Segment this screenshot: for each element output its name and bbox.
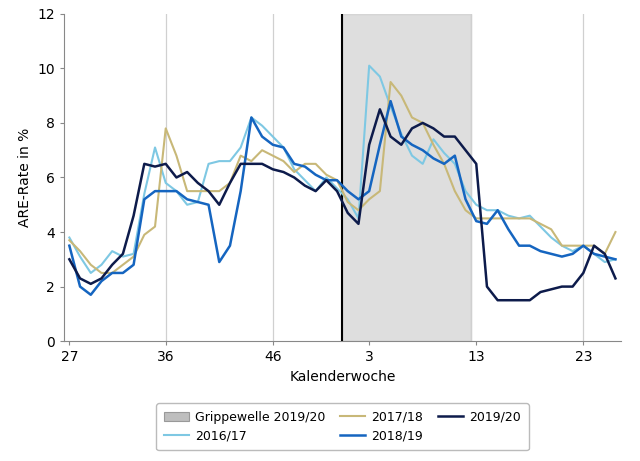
Bar	[342, 14, 471, 341]
Legend: Grippewelle 2019/20, 2016/17, 2017/18, 2018/19, 2019/20: Grippewelle 2019/20, 2016/17, 2017/18, 2…	[156, 403, 529, 450]
Y-axis label: ARE-Rate in %: ARE-Rate in %	[18, 128, 32, 227]
X-axis label: Kalenderwoche: Kalenderwoche	[289, 370, 396, 384]
